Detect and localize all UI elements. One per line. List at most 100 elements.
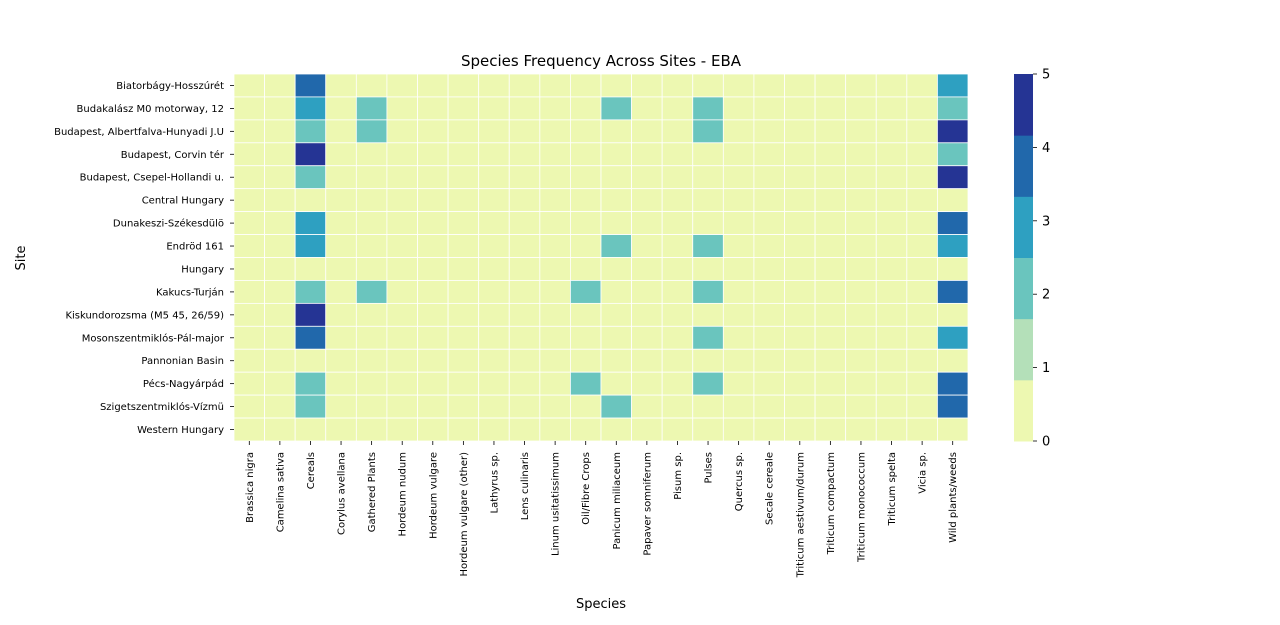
heatmap-cell [539,142,571,167]
heatmap-cell [294,211,327,235]
heatmap-cell [722,165,755,190]
heatmap-cell [692,302,724,327]
heatmap-cell [845,165,877,190]
heatmap-cell [784,325,816,350]
heatmap-cell [386,280,418,304]
heatmap-cell [447,211,480,235]
heatmap-cell [508,73,541,98]
heatmap-cell [233,211,265,235]
heatmap-cell [906,371,938,396]
heatmap-cell [875,119,908,144]
heatmap-cell [294,234,327,258]
heatmap-cell [386,188,418,213]
heatmap-cell [722,119,755,144]
heatmap-cell [355,371,388,396]
heatmap-cell [875,142,908,167]
heatmap-cell [631,119,663,144]
heatmap-cell [386,325,418,350]
heatmap-cell [937,96,969,121]
heatmap-cell [722,96,755,121]
heatmap-cell [417,280,449,304]
heatmap-cell [508,280,541,304]
heatmap-cell [845,394,877,419]
heatmap-cell [600,371,632,396]
heatmap-cell [631,302,663,327]
heatmap-cell [753,188,785,213]
heatmap-cell [355,165,388,190]
heatmap-cells [233,73,969,442]
x-tick-label: Pisum sp. [673,452,684,500]
x-tick-label: Wild plants/weeds [948,452,959,543]
heatmap-cell [631,96,663,121]
heatmap-cell [417,142,449,167]
heatmap-cell [692,257,724,281]
heatmap-cell [233,348,265,373]
heatmap-cell [661,165,694,190]
heatmap-cell [386,119,418,144]
heatmap-cell [355,119,388,144]
heatmap-cell [417,96,449,121]
heatmap-cell [386,348,418,373]
y-tick-label: Western Hungary [137,425,224,436]
heatmap-cell [937,73,969,98]
heatmap-cell [722,188,755,213]
heatmap-cell [264,371,296,396]
heatmap-cell [233,142,265,167]
heatmap-cell [753,234,785,258]
heatmap-cell [845,211,877,235]
heatmap-cell [417,188,449,213]
heatmap-cell [661,257,694,281]
heatmap-cell [814,417,847,442]
heatmap-cell [875,348,908,373]
y-tick-label: Kakucs-Turján [156,286,224,298]
heatmap-cell [906,211,938,235]
heatmap-cell [325,73,357,98]
colorbar-segment [1014,257,1033,320]
heatmap-cell [600,73,632,98]
heatmap-cell [600,234,632,258]
heatmap-cell [508,211,541,235]
heatmap-cell [447,73,480,98]
heatmap-cell [600,188,632,213]
heatmap-cell [875,211,908,235]
heatmap-cell [570,325,602,350]
heatmap-cell [753,119,785,144]
heatmap-cell [692,280,724,304]
heatmap-cell [845,142,877,167]
heatmap-cell [447,165,480,190]
heatmap-cell [325,142,357,167]
heatmap-cell [294,119,327,144]
heatmap-cell [539,234,571,258]
heatmap-cell [417,119,449,144]
heatmap-cell [814,234,847,258]
heatmap-cell [753,142,785,167]
heatmap-cell [447,371,480,396]
heatmap-cell [233,234,265,258]
x-tick-label: Triticum compactum [826,452,837,555]
colorbar-segment [1014,379,1033,442]
heatmap-cell [937,234,969,258]
heatmap-cell [906,394,938,419]
heatmap-cell [937,371,969,396]
heatmap-cell [722,417,755,442]
colorbar: 0 1 2 3 4 5 [1014,68,1050,450]
heatmap-cell [294,96,327,121]
heatmap-cell [845,257,877,281]
heatmap-cell [386,257,418,281]
heatmap-cell [233,417,265,442]
heatmap-cell [264,211,296,235]
heatmap-cell [325,234,357,258]
heatmap-cell [692,371,724,396]
heatmap-cell [875,257,908,281]
heatmap-cell [325,417,357,442]
x-tick-label: Brassica nigra [245,452,256,523]
heatmap-cell [937,257,969,281]
heatmap-cell [692,165,724,190]
heatmap-cell [753,257,785,281]
heatmap-cell [937,142,969,167]
heatmap-cell [478,371,510,396]
heatmap-cell [784,417,816,442]
heatmap-cell [478,96,510,121]
heatmap-cell [661,234,694,258]
x-tick-label: Lens culinaris [520,452,531,520]
